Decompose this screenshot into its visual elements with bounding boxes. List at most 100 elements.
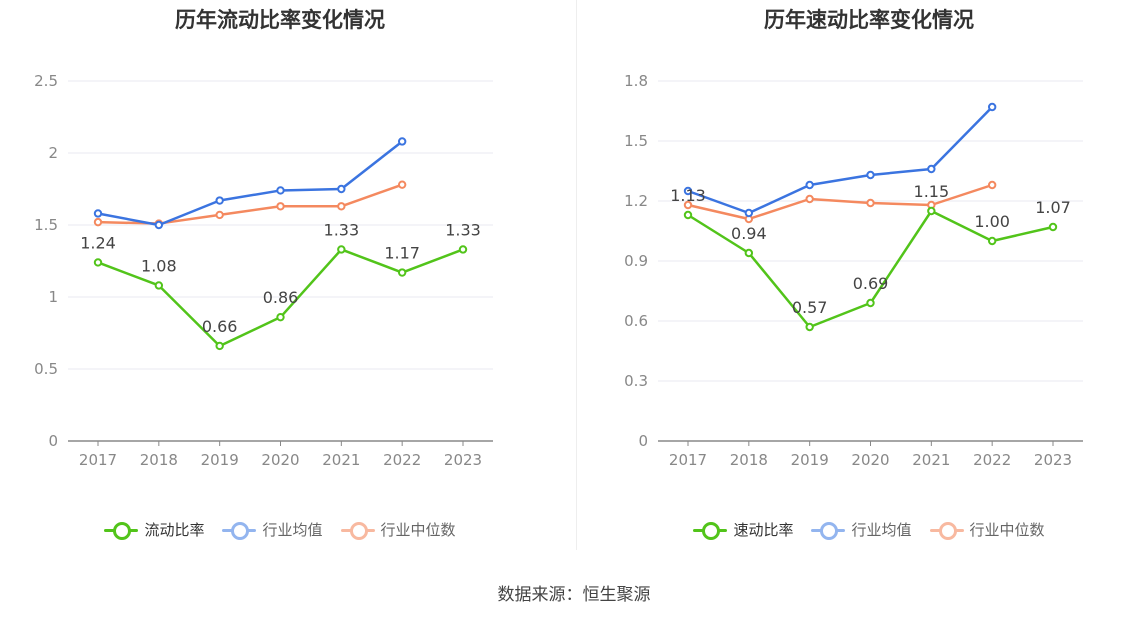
x-tick-label: 2018 <box>730 451 768 469</box>
data-point <box>276 312 285 322</box>
data-point <box>215 210 224 220</box>
legend-label: 行业均值 <box>851 521 912 539</box>
data-point <box>215 341 224 351</box>
data-source-note: 数据来源：恒生聚源 <box>497 585 651 605</box>
series-line <box>687 183 993 221</box>
legend-line-icon <box>222 520 257 540</box>
legend-item-industry-avg[interactable]: 行业均值 <box>811 519 912 540</box>
data-point <box>397 268 407 277</box>
data-point <box>744 208 754 218</box>
legend-line-icon <box>929 520 964 540</box>
data-point <box>215 196 224 205</box>
data-point <box>458 245 468 254</box>
data-label: 0.66 <box>202 317 238 336</box>
y-tick-label: 0 <box>48 432 58 450</box>
x-tick-label: 2017 <box>79 451 117 469</box>
data-point <box>93 209 103 218</box>
data-point <box>987 236 997 246</box>
y-tick-label: 1 <box>48 288 58 306</box>
data-point <box>683 210 693 220</box>
data-point <box>805 180 814 190</box>
data-point <box>1048 222 1058 232</box>
data-label: 0.86 <box>263 288 299 307</box>
x-tick-label: 2020 <box>851 451 889 469</box>
x-tick-label: 2017 <box>669 451 707 469</box>
legend-line-icon <box>104 520 139 540</box>
current-ratio-chart-panel: 历年流动比率变化情况 0 0.5 1 1.5 2 2.5 2017 2018 2019 2020 2… <box>0 0 560 560</box>
data-point <box>397 137 407 146</box>
x-tick-label: 2023 <box>444 451 482 469</box>
data-point <box>744 248 754 258</box>
data-point <box>337 245 346 254</box>
legend-line-icon <box>811 520 846 540</box>
y-tick-label: 0.9 <box>624 252 648 270</box>
x-tick-label: 2022 <box>973 451 1011 469</box>
data-label: 1.08 <box>141 256 177 275</box>
data-label: 1.24 <box>80 233 116 252</box>
data-point <box>276 202 285 211</box>
panel-divider <box>576 0 577 550</box>
data-point <box>987 102 997 112</box>
data-point <box>93 217 103 227</box>
data-point <box>927 164 936 174</box>
data-label: 1.00 <box>974 212 1010 231</box>
legend-item-industry-median[interactable]: 行业中位数 <box>340 519 456 540</box>
legend-item-current-ratio[interactable]: 流动比率 <box>104 519 204 540</box>
data-point <box>337 202 346 211</box>
data-point <box>805 194 814 204</box>
legend-item-quick-ratio[interactable]: 速动比率 <box>693 519 793 540</box>
data-label: 0.57 <box>792 298 828 317</box>
x-tick-label: 2022 <box>383 451 421 469</box>
legend-item-industry-median[interactable]: 行业中位数 <box>929 519 1045 540</box>
y-tick-label: 1.2 <box>624 192 648 210</box>
x-tick-label: 2021 <box>912 451 950 469</box>
chart-legend: 流动比率 行业均值 行业中位数 <box>0 519 560 540</box>
data-point <box>337 184 346 194</box>
legend-line-icon <box>693 520 728 540</box>
series-line <box>687 106 994 215</box>
data-label: 1.17 <box>384 244 420 263</box>
x-tick-label: 2020 <box>261 451 299 469</box>
legend-line-icon <box>340 520 375 540</box>
data-label: 0.94 <box>731 224 767 243</box>
series-line <box>97 140 403 227</box>
data-label: 1.33 <box>324 220 360 239</box>
series-line <box>97 183 403 225</box>
y-tick-label: 2.5 <box>34 72 58 90</box>
data-point <box>987 180 997 190</box>
legend-label: 速动比率 <box>733 521 794 539</box>
y-tick-label: 0.3 <box>624 372 648 390</box>
data-point <box>866 298 875 308</box>
data-point <box>683 186 693 196</box>
y-tick-label: 1.5 <box>34 216 58 234</box>
x-tick-label: 2018 <box>140 451 178 469</box>
y-tick-label: 2 <box>48 144 58 162</box>
data-point <box>93 258 103 267</box>
chart-title: 历年速动比率变化情况 <box>764 8 974 32</box>
legend-item-industry-avg[interactable]: 行业均值 <box>222 519 323 540</box>
data-label: 1.15 <box>914 182 950 201</box>
chart-legend: 速动比率 行业均值 行业中位数 <box>590 519 1148 540</box>
data-point <box>927 206 936 216</box>
x-tick-label: 2023 <box>1034 451 1072 469</box>
quick-ratio-chart: 0 0.3 0.6 0.9 1.2 1.5 1.8 2017 2018 2019 2020 2021 2… <box>624 72 1083 469</box>
quick-ratio-chart-panel: 历年速动比率变化情况 0 0.3 0.6 0.9 1.2 1.5 1.8 2017 2018 20… <box>590 0 1148 560</box>
y-tick-label: 0 <box>638 432 648 450</box>
x-tick-label: 2019 <box>201 451 239 469</box>
data-label: 0.69 <box>853 274 889 293</box>
y-tick-label: 0.5 <box>34 360 58 378</box>
data-point <box>154 220 164 230</box>
data-label: 1.07 <box>1035 198 1071 217</box>
chart-title: 历年流动比率变化情况 <box>175 8 385 32</box>
legend-label: 流动比率 <box>144 521 205 539</box>
legend-label: 行业均值 <box>262 521 323 539</box>
legend-label: 行业中位数 <box>380 521 456 539</box>
data-point <box>154 281 164 290</box>
data-point <box>397 180 407 189</box>
y-tick-label: 1.8 <box>624 72 648 90</box>
data-label: 1.33 <box>445 220 481 239</box>
data-point <box>805 322 814 332</box>
data-point <box>866 198 875 208</box>
data-label: 1.13 <box>670 186 706 205</box>
current-ratio-chart: 0 0.5 1 1.5 2 2.5 2017 2018 2019 2020 2021 2022 2023… <box>34 72 493 469</box>
